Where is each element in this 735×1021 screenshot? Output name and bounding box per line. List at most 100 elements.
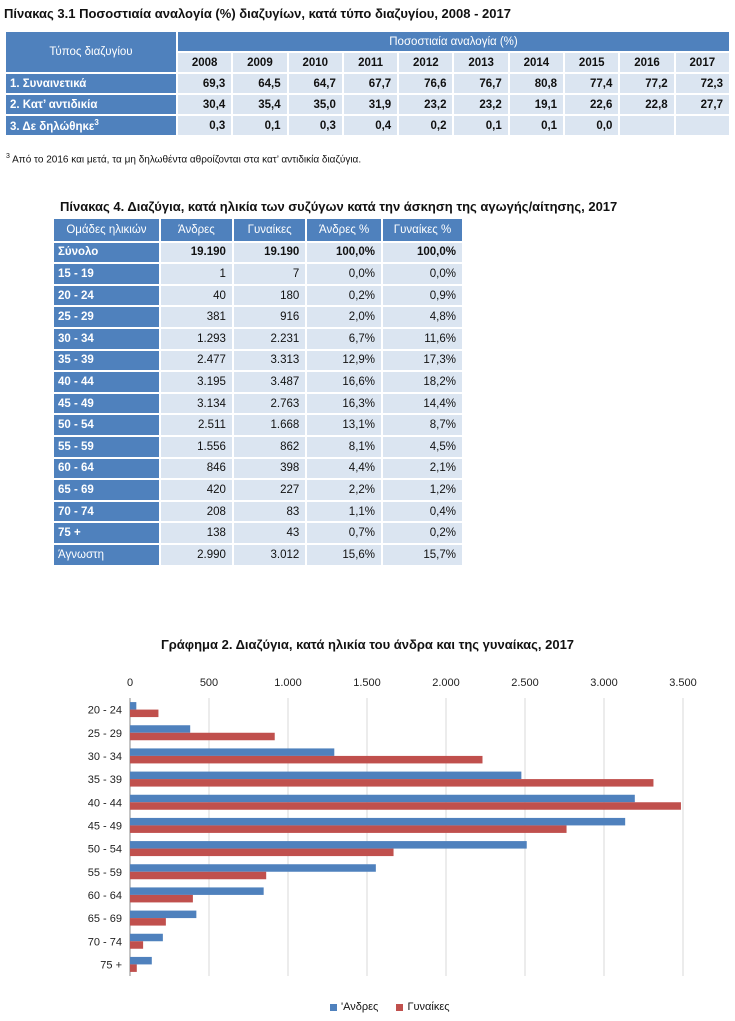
- table-row: Άγνωστη 2.990 3.012 15,6% 15,7%: [54, 544, 462, 565]
- table-cell: 420: [160, 480, 232, 500]
- category-label: 70 - 74: [88, 936, 122, 948]
- table-cell: 2.763: [233, 393, 306, 414]
- row-label: 3. Δε δηλώθηκε3: [6, 116, 176, 135]
- table-row: 45 - 49 3.134 2.763 16,3% 14,4%: [54, 393, 462, 414]
- table-row: 3. Δε δηλώθηκε3 0,3 0,1 0,3 0,4 0,2 0,1 0,1 0,0: [6, 116, 729, 135]
- category-label: 60 - 64: [88, 890, 122, 902]
- table-cell: 80,8: [509, 74, 564, 93]
- table-cell: 3.195: [160, 372, 232, 392]
- women-bar: [130, 779, 654, 787]
- men-bar: [130, 794, 635, 803]
- table-cell: 43: [233, 523, 306, 543]
- table-row: Σύνολο 19.190 19.190 100,0% 100,0%: [54, 242, 462, 263]
- table-cell: 1.668: [233, 415, 306, 435]
- table2-title: Πίνακας 4. Διαζύγια, κατά ηλικία των συζ…: [60, 199, 618, 214]
- age-group-label: 30 - 34: [54, 328, 159, 349]
- x-tick-label: 2.500: [511, 677, 539, 689]
- year-header: 2008: [178, 53, 232, 72]
- table1-title: Πίνακας 3.1 Ποσοστιαία αναλογία (%) διαζ…: [4, 6, 511, 21]
- table-cell: 1,1%: [307, 501, 382, 522]
- age-group-label: 20 - 24: [54, 285, 159, 306]
- table-cell: 0,0%: [307, 264, 382, 284]
- men-bar: [130, 956, 152, 965]
- table-cell: 7: [233, 264, 306, 284]
- table-cell: 381: [160, 307, 232, 327]
- table-cell: 208: [160, 501, 232, 522]
- table-row: 1. Συναινετικά 69,3 64,5 64,7 67,7 76,6 76,7 80…: [6, 74, 729, 93]
- age-group-label: 40 - 44: [54, 372, 159, 392]
- row-label-sup: 3: [94, 118, 99, 128]
- table-cell: 15,6%: [307, 544, 382, 565]
- table-row: 30 - 34 1.293 2.231 6,7% 11,6%: [54, 328, 462, 349]
- table-row: 50 - 54 2.511 1.668 13,1% 8,7%: [54, 415, 462, 435]
- year-header: 2014: [509, 53, 564, 72]
- table-cell: 64,5: [233, 74, 287, 93]
- table-cell: 16,6%: [307, 372, 382, 392]
- age-group-label: Άγνωστη: [54, 544, 159, 565]
- age-group-label: 35 - 39: [54, 350, 159, 371]
- table-cell: 138: [160, 523, 232, 543]
- table-cell: 72,3: [675, 74, 729, 93]
- table-row: 40 - 44 3.195 3.487 16,6% 18,2%: [54, 372, 462, 392]
- table-row: 15 - 19 1 7 0,0% 0,0%: [54, 264, 462, 284]
- x-tick-label: 3.000: [590, 677, 618, 689]
- table-row: 35 - 39 2.477 3.313 12,9% 17,3%: [54, 350, 462, 371]
- men-bar: [130, 702, 137, 710]
- men-bar: [130, 748, 335, 756]
- age-group-label: Σύνολο: [54, 242, 159, 263]
- row-label: 2. Κατ’ αντιδικία: [6, 95, 176, 114]
- table-cell: 100,0%: [307, 242, 382, 263]
- column-header: Άνδρες: [160, 219, 232, 241]
- table-cell: 2,0%: [307, 307, 382, 327]
- table-cell: [620, 116, 674, 135]
- table-cell: 2.511: [160, 415, 232, 435]
- women-bar: [130, 918, 166, 926]
- category-label: 75 +: [100, 959, 122, 971]
- men-bar: [130, 771, 522, 780]
- women-bar: [130, 848, 394, 857]
- table-cell: 3.012: [233, 544, 306, 565]
- table-cell: 0,4: [343, 116, 398, 135]
- year-header: 2013: [454, 53, 508, 72]
- age-group-label: 60 - 64: [54, 458, 159, 479]
- men-bar: [130, 887, 264, 895]
- x-tick-label: 500: [200, 677, 218, 689]
- table-cell: 6,7%: [307, 328, 382, 349]
- table-cell: 0,1: [454, 116, 508, 135]
- footnote-mark: 3: [6, 153, 10, 160]
- table-cell: 100,0%: [383, 242, 462, 263]
- women-bar: [130, 709, 159, 718]
- table-cell: 3.134: [160, 393, 232, 414]
- table-cell: 35,4: [233, 95, 287, 114]
- table-cell: 0,2%: [383, 523, 462, 543]
- table-cell: 77,4: [565, 74, 619, 93]
- table-cell: 916: [233, 307, 306, 327]
- table-cell: 11,6%: [383, 328, 462, 349]
- age-divorce-table: Ομάδες ηλικιών Άνδρες Γυναίκες Άνδρες % Γυνα…: [52, 217, 464, 567]
- women-bar: [130, 825, 567, 833]
- age-group-label: 50 - 54: [54, 415, 159, 435]
- category-label: 20 - 24: [88, 705, 122, 717]
- table-cell: 18,2%: [383, 372, 462, 392]
- category-label: 30 - 34: [88, 751, 122, 763]
- table-cell: 23,2: [399, 95, 453, 114]
- column-header: Ομάδες ηλικιών: [54, 219, 159, 241]
- table-cell: 77,2: [620, 74, 674, 93]
- row-label-text: 3. Δε δηλώθηκε: [10, 120, 95, 133]
- age-group-label: 15 - 19: [54, 264, 159, 284]
- table-cell: 0,2%: [307, 285, 382, 306]
- year-header: 2016: [620, 53, 674, 72]
- year-header: 2017: [675, 53, 729, 72]
- table-cell: 69,3: [178, 74, 232, 93]
- table-cell: 13,1%: [307, 415, 382, 435]
- table-cell: 3.487: [233, 372, 306, 392]
- table-cell: 2.477: [160, 350, 232, 371]
- men-bar: [130, 864, 376, 872]
- table-cell: 76,7: [454, 74, 508, 93]
- table-row: 25 - 29 381 916 2,0% 4,8%: [54, 307, 462, 327]
- table-cell: 4,5%: [383, 436, 462, 457]
- table-cell: 12,9%: [307, 350, 382, 371]
- table-cell: 30,4: [178, 95, 232, 114]
- table2-header-row: Ομάδες ηλικιών Άνδρες Γυναίκες Άνδρες % Γυνα…: [54, 219, 462, 241]
- table-cell: 2.231: [233, 328, 306, 349]
